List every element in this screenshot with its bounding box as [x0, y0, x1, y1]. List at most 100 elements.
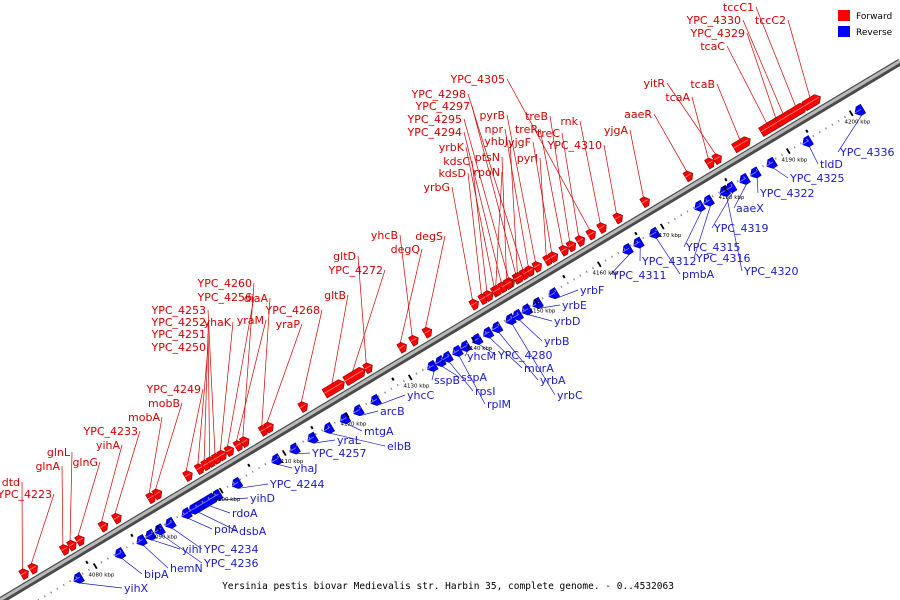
forward-gene-ypc-4250 [193, 463, 205, 475]
scale-minor-tick [642, 236, 645, 240]
label-leader-line [185, 388, 204, 471]
scale-minor-tick [43, 595, 46, 598]
scale-minor-tick [302, 440, 305, 443]
feature-mark [130, 533, 134, 538]
label-leader-line [148, 416, 163, 494]
label-leader-line [498, 332, 539, 381]
scale-minor-tick [384, 391, 387, 394]
forward-gene-ypc-4223 [27, 563, 38, 575]
label-leader-line [509, 140, 518, 273]
gene-label-tcaa: tcaA [665, 91, 690, 104]
label-leader-line [77, 461, 101, 536]
gene-label-pmba: pmbA [682, 268, 715, 281]
label-leader-line [478, 344, 497, 356]
reverse-gene-rpsi [442, 350, 454, 363]
label-leader-line [683, 211, 702, 248]
scale-minor-tick [497, 323, 500, 326]
scale-minor-tick [251, 470, 254, 473]
gene-label-kdsc: kdsC [443, 155, 470, 168]
scale-minor-tick [843, 115, 846, 119]
label-leader-line [314, 439, 336, 444]
gene-label-ypc-4330: YPC_4330 [685, 14, 741, 27]
forward-gene-yhbj [513, 271, 524, 284]
reverse-gene-ypc-4320 [719, 184, 732, 197]
gene-label-sspb: sspB [434, 374, 460, 387]
label-leader-line [555, 289, 579, 299]
reverse-gene-ypc-4257 [289, 442, 301, 455]
scale-minor-tick [289, 447, 292, 451]
scale-minor-tick [56, 587, 59, 590]
gene-label-ypc-4305: YPC_4305 [449, 73, 505, 86]
scale-minor-tick [270, 459, 273, 462]
gene-label-yrbd: yrbD [554, 315, 581, 328]
reverse-gene-elbb [323, 421, 336, 434]
label-leader-line [459, 356, 486, 405]
scale-minor-tick [62, 583, 65, 587]
scale-minor-tick [623, 247, 626, 251]
scale-minor-tick [585, 270, 588, 273]
scale-minor-tick [100, 561, 103, 564]
scale-minor-tick [743, 176, 746, 179]
gene-label-yrba: yrbA [540, 374, 566, 387]
reverse-gene-ypc-4234 [165, 516, 177, 529]
forward-gene-ypc-4268 [297, 401, 308, 414]
reverse-gene-yrbd [521, 303, 534, 316]
reverse-gene-rplm [452, 344, 464, 357]
label-leader-line [296, 452, 311, 455]
scale-minor-tick [377, 395, 380, 398]
forward-gene-pyrb [531, 261, 542, 273]
gene-label-tccc1: tccC1 [723, 1, 754, 14]
gene-label-trec: treC [537, 127, 560, 140]
label-leader-line [726, 196, 743, 272]
scale-minor-tick [428, 364, 431, 368]
label-leader-line [519, 319, 543, 342]
scale-tick-label: 4090 kbp [151, 535, 177, 541]
gene-label-yhcm: yhcM [467, 350, 496, 363]
scale-tick-label: 4160 kbp [592, 271, 618, 277]
forward-gene-gltb [321, 379, 345, 399]
gene-label-ypc-4253: YPC_4253 [150, 304, 206, 317]
label-leader-line [425, 235, 446, 328]
label-leader-line [693, 205, 711, 259]
gene-label-glnl: glnL [47, 446, 71, 459]
scale-tick-label: 4200 kbp [844, 120, 870, 126]
forward-gene-aaer [682, 170, 694, 183]
gene-label-ypc-4223: YPC_4223 [0, 488, 52, 501]
gene-label-hemn: hemN [170, 562, 203, 575]
label-leader-line [579, 120, 601, 223]
scale-minor-tick [434, 361, 437, 364]
label-leader-line [501, 156, 507, 279]
reverse-gene-ypc-4315 [694, 199, 706, 212]
legend-reverse-label: Reverse [856, 28, 893, 38]
gene-label-degq: degQ [391, 243, 421, 256]
forward-gene-rpon [491, 284, 503, 297]
label-leader-line [532, 141, 552, 253]
label-leader-line [143, 545, 169, 569]
scale-minor-tick [667, 221, 670, 224]
gene-label-ypc-4336: YPC_4336 [839, 146, 895, 159]
gene-label-yihd: yihD [250, 492, 275, 505]
forward-gene-glna [58, 544, 70, 556]
label-leader-line [207, 321, 210, 457]
gene-label-yiha: yihA [96, 439, 121, 452]
scale-minor-tick [793, 146, 796, 149]
reverse-gene-mura [482, 326, 495, 339]
label-leader-line [787, 19, 811, 98]
gene-label-ypc-4272: YPC_4272 [327, 264, 383, 277]
scale-tick-label: 4140 kbp [466, 346, 492, 352]
scale-minor-tick [799, 142, 802, 145]
forward-gene-gltd [362, 362, 373, 375]
forward-gene-yjga [639, 196, 650, 209]
gene-label-yihx: yihX [124, 582, 149, 595]
gene-label-ypc-4322: YPC_4322 [759, 187, 815, 200]
forward-gene-ypc-4310 [612, 212, 623, 225]
legend-reverse-swatch [838, 26, 850, 37]
scale-major-tick [533, 298, 539, 306]
label-leader-line [539, 157, 547, 256]
scale-minor-tick [654, 229, 657, 232]
reverse-gene-yrbf [548, 287, 561, 300]
scale-minor-tick [579, 274, 582, 277]
forward-gene-glnl [66, 539, 77, 552]
gene-label-ypc-4280: YPC_4280 [497, 349, 553, 362]
